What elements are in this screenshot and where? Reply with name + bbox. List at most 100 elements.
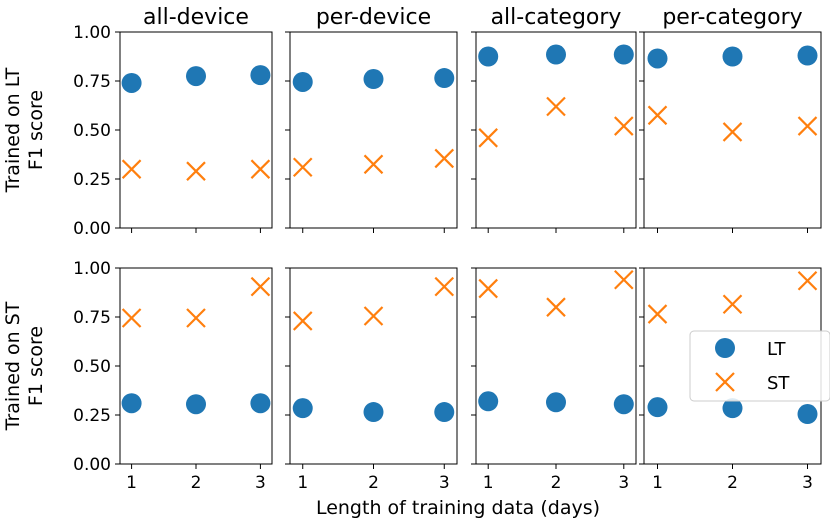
panel-title: per-category xyxy=(662,5,802,30)
panel-frame xyxy=(119,267,273,465)
lt-point xyxy=(121,393,142,414)
lt-point xyxy=(186,394,206,415)
y-axis-label-line1: Trained on ST xyxy=(2,301,24,431)
y-tick-label: 0.75 xyxy=(73,308,111,328)
x-tick-label: 3 xyxy=(255,473,266,493)
st-point xyxy=(250,159,271,179)
lt-point xyxy=(546,44,566,65)
lt-point xyxy=(478,391,499,412)
lt-point xyxy=(434,402,455,423)
row-0-ylabel: Trained on LT F1 score xyxy=(2,67,47,193)
panel-0-3-marks xyxy=(647,45,818,142)
panel-0-0: 0.00 0.25 0.50 0.75 1.00 all-device xyxy=(73,5,273,239)
panel-0-2: all-category xyxy=(471,5,637,233)
lt-point xyxy=(121,72,142,93)
st-point xyxy=(434,148,455,169)
lt-point xyxy=(797,45,818,66)
y-tick-label: 0.75 xyxy=(73,72,111,92)
x-tick-label: 1 xyxy=(126,473,137,493)
panel-frame xyxy=(119,31,273,229)
legend: LT ST xyxy=(689,330,830,402)
st-point xyxy=(363,154,384,175)
st-point xyxy=(647,105,668,126)
panel-0-2-marks xyxy=(478,44,634,148)
lt-point xyxy=(647,48,668,69)
st-point xyxy=(292,311,313,331)
y-tick-label: 0.00 xyxy=(73,455,111,475)
y-tick-label: 0.50 xyxy=(73,357,111,377)
lt-point xyxy=(613,394,634,415)
panel-0-1: per-device xyxy=(285,5,458,233)
st-point xyxy=(186,161,206,181)
y-tick-label: 0.00 xyxy=(73,219,111,239)
y-tick-label: 0.25 xyxy=(73,170,111,190)
legend-marker-lt xyxy=(715,338,735,358)
panel-1-2-marks xyxy=(478,269,634,415)
x-axis-label: Length of training data (days) xyxy=(316,497,600,519)
legend-label-lt: LT xyxy=(767,339,787,360)
lt-point xyxy=(292,398,313,419)
lt-point xyxy=(363,402,384,423)
lt-point xyxy=(722,46,743,67)
y-tick-label: 1.00 xyxy=(73,259,111,279)
x-tick-label: 3 xyxy=(618,473,629,493)
st-point xyxy=(797,116,818,136)
panel-0-3: per-category xyxy=(639,5,822,233)
y-axis-label-line2: F1 score xyxy=(25,326,47,406)
st-point xyxy=(478,278,498,299)
x-tick-label: 3 xyxy=(439,473,450,493)
st-point xyxy=(722,294,743,315)
st-point xyxy=(121,159,142,179)
st-point xyxy=(186,308,206,328)
y-tick-label: 0.25 xyxy=(73,406,111,426)
st-point xyxy=(614,116,634,136)
panel-title: all-category xyxy=(491,5,622,30)
st-point xyxy=(478,128,498,148)
panel-title: per-device xyxy=(316,5,431,30)
st-point xyxy=(363,306,384,326)
lt-point xyxy=(613,44,634,65)
y-tick-label: 0.50 xyxy=(73,121,111,141)
panel-0-1-marks xyxy=(292,68,455,178)
st-point xyxy=(434,276,455,297)
x-tick-label: 1 xyxy=(652,473,663,493)
panel-1-1: 1 2 3 xyxy=(285,267,458,493)
lt-point xyxy=(186,66,206,87)
st-point xyxy=(647,304,668,324)
st-point xyxy=(250,276,271,297)
lt-point xyxy=(546,392,566,413)
lt-point xyxy=(478,46,499,67)
x-tick-label: 2 xyxy=(191,473,202,493)
panel-1-3-marks xyxy=(647,270,818,425)
panel-0-0-marks xyxy=(121,65,271,181)
st-point xyxy=(292,157,313,178)
marks-layer xyxy=(121,44,818,425)
st-point xyxy=(797,270,818,291)
lt-point xyxy=(722,398,743,419)
y-axis-label-line2: F1 score xyxy=(25,90,47,170)
panel-1-0-marks xyxy=(121,276,271,415)
axes-layer: 0.00 0.25 0.50 0.75 1.00 all-device per-device… xyxy=(2,5,822,519)
st-point xyxy=(121,308,142,328)
panel-frame xyxy=(289,31,458,229)
lt-point xyxy=(797,404,818,425)
st-point xyxy=(546,297,566,317)
lt-point xyxy=(250,393,271,414)
lt-point xyxy=(363,69,384,90)
panel-1-2: 1 2 3 xyxy=(471,267,637,493)
lt-point xyxy=(647,397,668,418)
row-1-ylabel: Trained on ST F1 score xyxy=(2,301,47,431)
panel-1-1-marks xyxy=(292,276,455,423)
panel-1-0: 1 2 3 0.00 0.25 0.50 0.75 1.00 xyxy=(73,259,273,493)
st-point xyxy=(614,269,634,290)
legend-label-st: ST xyxy=(767,373,790,394)
x-tick-label: 1 xyxy=(483,473,494,493)
panel-frame xyxy=(289,267,458,465)
y-tick-label: 1.00 xyxy=(73,23,111,43)
st-point xyxy=(546,96,566,117)
x-tick-label: 2 xyxy=(551,473,562,493)
legend-marker-st xyxy=(715,372,735,392)
x-tick-label: 1 xyxy=(297,473,308,493)
legend-box xyxy=(689,330,830,402)
